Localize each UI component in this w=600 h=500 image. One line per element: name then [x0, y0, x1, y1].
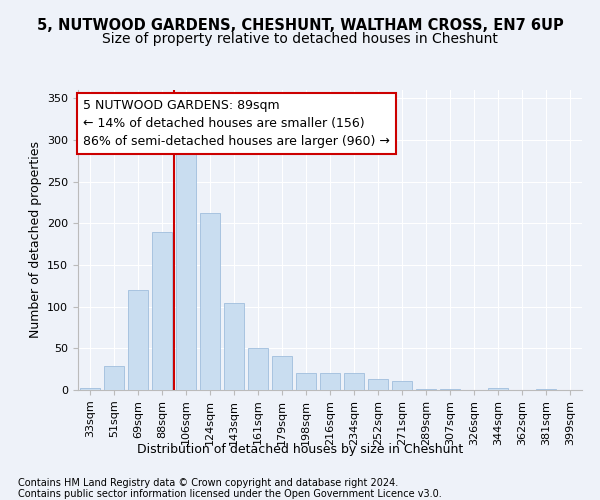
Bar — [128, 290, 148, 390]
Bar — [224, 302, 244, 390]
Bar — [488, 388, 508, 390]
Bar — [536, 389, 556, 390]
Bar — [176, 146, 196, 390]
Bar — [80, 388, 100, 390]
Text: 5 NUTWOOD GARDENS: 89sqm
← 14% of detached houses are smaller (156)
86% of semi-: 5 NUTWOOD GARDENS: 89sqm ← 14% of detach… — [83, 99, 390, 148]
Bar — [344, 374, 364, 390]
Bar — [272, 356, 292, 390]
Bar — [152, 232, 172, 390]
Y-axis label: Number of detached properties: Number of detached properties — [29, 142, 41, 338]
Bar — [320, 372, 340, 390]
Bar — [296, 372, 316, 390]
Text: 5, NUTWOOD GARDENS, CHESHUNT, WALTHAM CROSS, EN7 6UP: 5, NUTWOOD GARDENS, CHESHUNT, WALTHAM CR… — [37, 18, 563, 32]
Text: Distribution of detached houses by size in Cheshunt: Distribution of detached houses by size … — [137, 442, 463, 456]
Text: Contains HM Land Registry data © Crown copyright and database right 2024.: Contains HM Land Registry data © Crown c… — [18, 478, 398, 488]
Text: Size of property relative to detached houses in Cheshunt: Size of property relative to detached ho… — [102, 32, 498, 46]
Bar — [392, 381, 412, 390]
Bar — [440, 389, 460, 390]
Bar — [200, 212, 220, 390]
Bar — [368, 379, 388, 390]
Text: Contains public sector information licensed under the Open Government Licence v3: Contains public sector information licen… — [18, 489, 442, 499]
Bar — [248, 348, 268, 390]
Bar — [416, 389, 436, 390]
Bar — [104, 366, 124, 390]
